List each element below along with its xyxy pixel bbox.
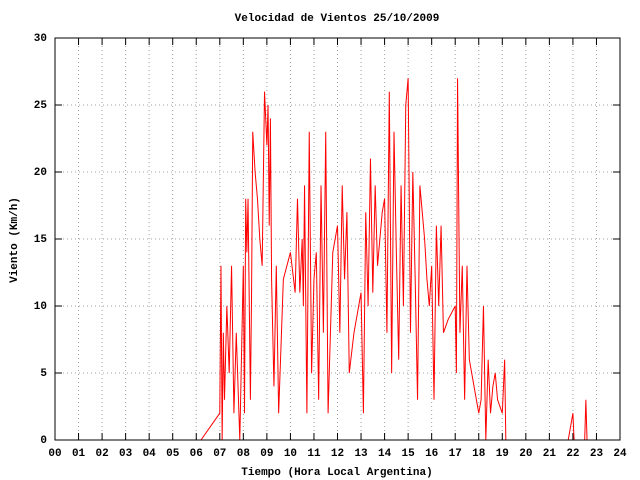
x-tick-label: 01 [72, 448, 86, 460]
x-tick-label: 19 [496, 448, 509, 460]
y-axis-label: Viento (Km/h) [9, 197, 21, 283]
x-axis-label: Tiempo (Hora Local Argentina) [241, 467, 432, 479]
y-tick-label: 15 [34, 234, 48, 246]
y-tick-label: 5 [40, 368, 47, 380]
x-tick-label: 12 [331, 448, 344, 460]
x-tick-label: 02 [95, 448, 108, 460]
x-tick-label: 23 [590, 448, 604, 460]
y-tick-label: 0 [40, 435, 47, 447]
y-tick-label: 25 [34, 100, 48, 112]
x-tick-label: 17 [449, 448, 462, 460]
x-tick-label: 22 [566, 448, 579, 460]
x-tick-label: 10 [284, 448, 297, 460]
x-tick-label: 05 [166, 448, 180, 460]
x-tick-label: 18 [472, 448, 486, 460]
x-tick-label: 14 [378, 448, 392, 460]
x-tick-label: 15 [402, 448, 416, 460]
x-tick-label: 21 [543, 448, 557, 460]
x-tick-label: 04 [143, 448, 157, 460]
plot-border [54, 37, 621, 441]
x-tick-label: 06 [190, 448, 203, 460]
x-tick-label: 00 [48, 448, 61, 460]
y-tick-label: 10 [34, 301, 47, 313]
x-tick-label: 08 [237, 448, 251, 460]
x-tick-label: 07 [213, 448, 226, 460]
y-tick-label: 30 [34, 33, 47, 45]
y-tick-label: 20 [34, 167, 47, 179]
x-tick-label: 11 [307, 448, 321, 460]
x-tick-label: 20 [519, 448, 532, 460]
data-line [55, 78, 590, 441]
x-tick-label: 24 [613, 448, 627, 460]
x-tick-label: 03 [119, 448, 133, 460]
x-tick-label: 16 [425, 448, 438, 460]
chart-title: Velocidad de Vientos 25/10/2009 [235, 13, 440, 25]
x-tick-label: 13 [354, 448, 368, 460]
x-tick-label: 09 [260, 448, 273, 460]
